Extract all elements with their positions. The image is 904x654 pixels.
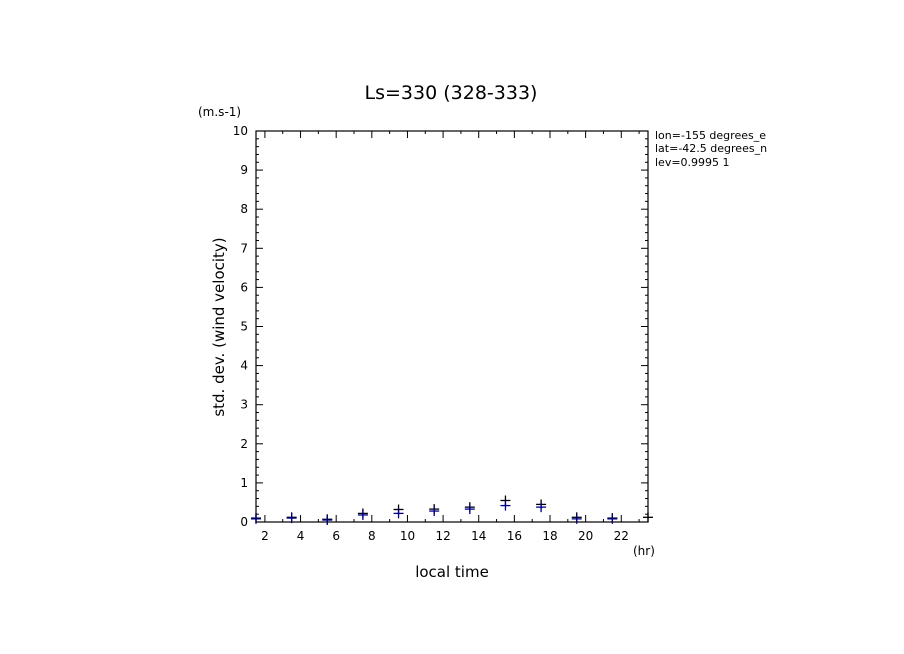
y-tick-label: 9: [240, 163, 248, 177]
y-tick-label: 5: [240, 320, 248, 334]
y-tick-label: 6: [240, 280, 248, 294]
data-point: [643, 512, 653, 523]
x-tick-label: 6: [332, 529, 340, 543]
data-point: [286, 513, 297, 524]
x-tick-label: 14: [471, 529, 486, 543]
data-point: [464, 504, 475, 515]
x-tick-label: 4: [297, 529, 305, 543]
chart-title: Ls=330 (328-333): [365, 82, 538, 104]
y-tick-label: 4: [240, 359, 248, 373]
y-tick-label: 1: [240, 476, 248, 490]
y-tick-label: 3: [240, 398, 248, 412]
annotation-lev: lev=0.9995 1: [655, 156, 730, 169]
plot-frame: [255, 130, 649, 523]
y-tick-label: 7: [240, 241, 248, 255]
data-point: [571, 513, 582, 524]
annotation-lon: lon=-155 degrees_e: [655, 129, 766, 142]
y-tick-label: 10: [233, 124, 248, 138]
x-tick-label: 20: [578, 529, 593, 543]
x-axis-label: local time: [415, 563, 489, 581]
x-tick-label: 18: [542, 529, 557, 543]
data-point: [251, 513, 261, 524]
data-point: [393, 508, 404, 519]
axis-ticks: [256, 130, 648, 523]
x-tick-label: 16: [507, 529, 522, 543]
x-axis-unit: (hr): [633, 544, 655, 558]
data-point: [322, 515, 333, 526]
y-tick-label: 8: [240, 202, 248, 216]
y-tick-label: 2: [240, 437, 248, 451]
y-axis-unit: (m.s-1): [198, 105, 241, 119]
data-point: [500, 500, 511, 511]
data-points: [251, 495, 653, 526]
y-axis-label: std. dev. (wind velocity): [210, 237, 228, 416]
x-tick-label: 12: [435, 529, 450, 543]
data-point: [607, 513, 618, 524]
x-tick-label: 8: [368, 529, 376, 543]
x-tick-label: 2: [261, 529, 269, 543]
data-point: [429, 506, 440, 517]
data-point: [536, 502, 547, 513]
x-tick-label: 22: [614, 529, 629, 543]
annotation-lat: lat=-42.5 degrees_n: [655, 142, 767, 155]
y-tick-label: 0: [240, 515, 248, 529]
x-tick-label: 10: [400, 529, 415, 543]
data-point: [357, 509, 368, 520]
